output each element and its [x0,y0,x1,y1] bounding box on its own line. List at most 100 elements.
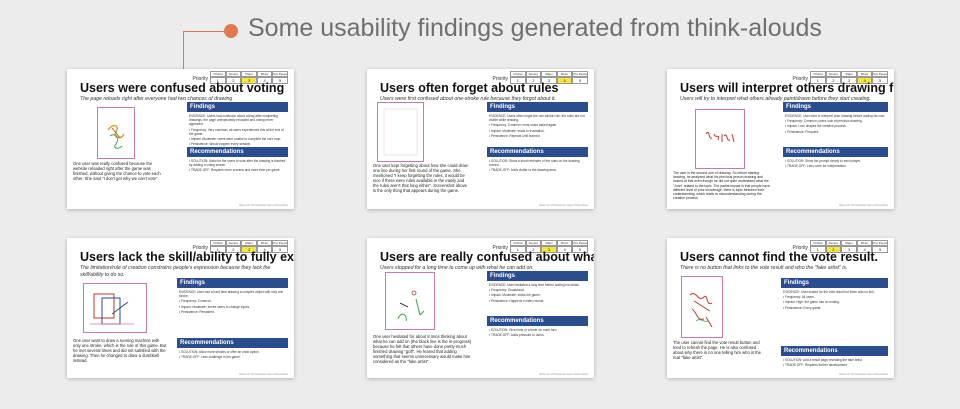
priority-level: 1 [510,77,526,84]
recommendations-body: • SOLUTION: Allow more strokes or offer … [177,348,288,359]
finding-line: • Persistence: Would happen every sessio… [189,142,252,147]
recommendations-heading: Recommendations [177,338,288,348]
finding-line: EVIDENCE: User tried to interpret prior … [785,114,886,118]
recommendation-line: • SOLUTION: Allow more strokes or offer … [179,350,260,354]
header-connector [183,31,230,32]
findings-heading: Findings [187,102,288,112]
priority-scale: Critical Severe Major Minor Pet Peeve 1 2 3 4 5 [810,71,888,84]
priority-level: 3 [241,246,257,253]
header-connector-vertical [183,31,184,71]
slide-title: Users were confused about voting [80,81,285,95]
priority-column-label: Critical [810,71,826,77]
recommendation-line: • SOLUTION: Show the prompt clearly to e… [785,159,861,163]
slide-footer: Based on VIS Notebook Game Deliverables [839,204,888,207]
finding-slide[interactable]: Priority Critical Severe Major Minor Pet Peev… [667,69,894,209]
finding-line: • Impact: Moderate; leads to frustration… [489,128,545,133]
findings-heading: Findings [177,278,288,288]
screenshot-caption: One user want to draw a running machine … [73,338,167,363]
priority-label: Priority [792,245,808,251]
finding-line: • Frequency: All users. [783,295,815,300]
finding-slide[interactable]: Priority Critical Severe Major Minor Pet Peev… [367,69,594,209]
recommendations-panel: Recommendations • SOLUTION: Add a result … [781,346,888,368]
priority-column-label: Minor [556,240,573,246]
drawing-screenshot [377,102,424,162]
slide-subtitle: Users were first confused about one-stro… [380,96,556,102]
priority-level: 3 [841,77,857,84]
priority-column-label: Critical [210,240,226,246]
findings-body: EVIDENCE: User tried to interpret prior … [783,112,888,134]
screenshot-caption: One user kept forgetting about how she c… [373,163,468,193]
priority-column-label: Critical [810,240,826,246]
recommendations-heading: Recommendations [487,147,588,157]
priority-level: 1 [210,77,226,84]
recommendations-heading: Recommendations [781,346,888,356]
priority-column-label: Pet Peeve [572,71,588,77]
priority-label: Priority [492,245,508,251]
finding-slide[interactable]: Priority Critical Severe Major Minor Pet Peev… [667,238,894,378]
slide-footer: Based on VIS Notebook Game Deliverables [539,204,588,207]
finding-line: EVIDENCE: User hesitated a long time bef… [489,283,580,287]
slide-title: Users are really confused about what the… [380,250,594,264]
priority-level: 5 [572,246,588,253]
drawing-screenshot [385,272,435,330]
slide-title: Users cannot find the vote result. [680,250,878,264]
finding-line: • Persistence: Frequent. [785,129,820,134]
finding-slide[interactable]: Priority Critical Severe Major Minor Pet Peev… [67,69,294,209]
priority-column-label: Major [841,240,857,246]
slide-footer: Based on VIS Notebook Game Deliverables [239,373,288,376]
recommendation-line: • SOLUTION: Show a short reminder of the… [489,159,580,168]
recommendation-line: • SOLUTION: Allow for the users to vote … [189,159,286,168]
recommendation-line: • TRADE-OFF: Requires further developmen… [783,363,848,368]
findings-panel: Findings EVIDENCE: User had a hard time d… [177,278,288,315]
priority-level: 3 [841,246,857,253]
page-title: Some usability findings generated from t… [248,14,822,42]
drawing-screenshot [97,107,135,159]
bullet-dot-icon [224,24,238,38]
priority-level: 1 [810,77,826,84]
findings-panel: Findings EVIDENCE: User looked for the vo… [781,278,888,311]
priority-column-label: Severe [225,240,242,246]
screenshot-caption: The user is the second one of drawing. S… [673,171,770,201]
priority-column-label: Critical [210,71,226,77]
recommendations-panel: Recommendations • SOLUTION: Allow for the… [187,147,288,174]
recommendations-panel: Recommendations • SOLUTION: Give hints or… [487,316,588,338]
finding-slide[interactable]: Priority Critical Severe Major Minor Pet Peev… [67,238,294,378]
priority-column-label: Major [841,71,857,77]
finding-slide[interactable]: Priority Critical Severe Major Minor Pet Peev… [367,238,594,378]
findings-heading: Findings [781,278,888,288]
priority-level: 1 [510,246,526,253]
drawing-screenshot [681,276,723,338]
recommendations-body: • SOLUTION: Show the prompt clearly to e… [783,157,888,168]
priority-scale: Critical Severe Major Minor Pet Peeve 1 2 3 4 5 [510,240,588,253]
priority-column-label: Major [241,71,257,77]
priority-level: 1 [210,246,226,253]
finding-line: • Frequency: Common; most users asked ag… [489,123,558,128]
finding-line: • Persistence: Happens in later rounds. [489,298,545,303]
findings-body: EVIDENCE: User hesitated a long time bef… [487,281,588,303]
priority-column-label: Minor [256,240,273,246]
drawing-screenshot [695,109,745,169]
priority-level: 4 [856,77,873,84]
recommendation-line: • TRADE-OFF: Less room for interpretatio… [785,164,847,169]
recommendations-body: • SOLUTION: Show a short reminder of the… [487,157,588,173]
slide-title: Users lack the skill/ability to fully ex… [80,250,294,264]
screenshot-caption: One user was really confused because the… [73,161,161,181]
finding-line: • Frequency: Very common; all users expe… [189,127,284,136]
finding-line: • Impact: Moderate; users were unable to… [189,137,282,142]
slide-title: Users will interpret others drawing firs… [680,81,894,95]
recommendation-line: • TRADE-OFF: Less challenge in the game. [179,355,241,360]
priority-level: 2 [225,246,242,253]
recommendation-line: • TRADE-OFF: Adds pressure to users. [489,333,545,338]
recommendations-heading: Recommendations [783,147,888,157]
priority-scale: Critical Severe Major Minor Pet Peeve 1 2 3 4 5 [210,71,288,84]
finding-line: • Impact: High; the game has no ending. [783,300,840,305]
recommendation-line: • SOLUTION: Add a result page revealing … [783,358,863,362]
priority-column-label: Pet Peeve [272,71,288,77]
finding-line: EVIDENCE: Users had confusion about voti… [189,114,278,127]
priority-level: 4 [556,77,573,84]
findings-panel: Findings EVIDENCE: Users had confusion ab… [187,102,288,147]
priority-level: 1 [810,246,826,253]
priority-column-label: Severe [525,71,542,77]
priority-level: 3 [541,246,557,253]
finding-line: EVIDENCE: User looked for the vote resul… [783,290,875,294]
